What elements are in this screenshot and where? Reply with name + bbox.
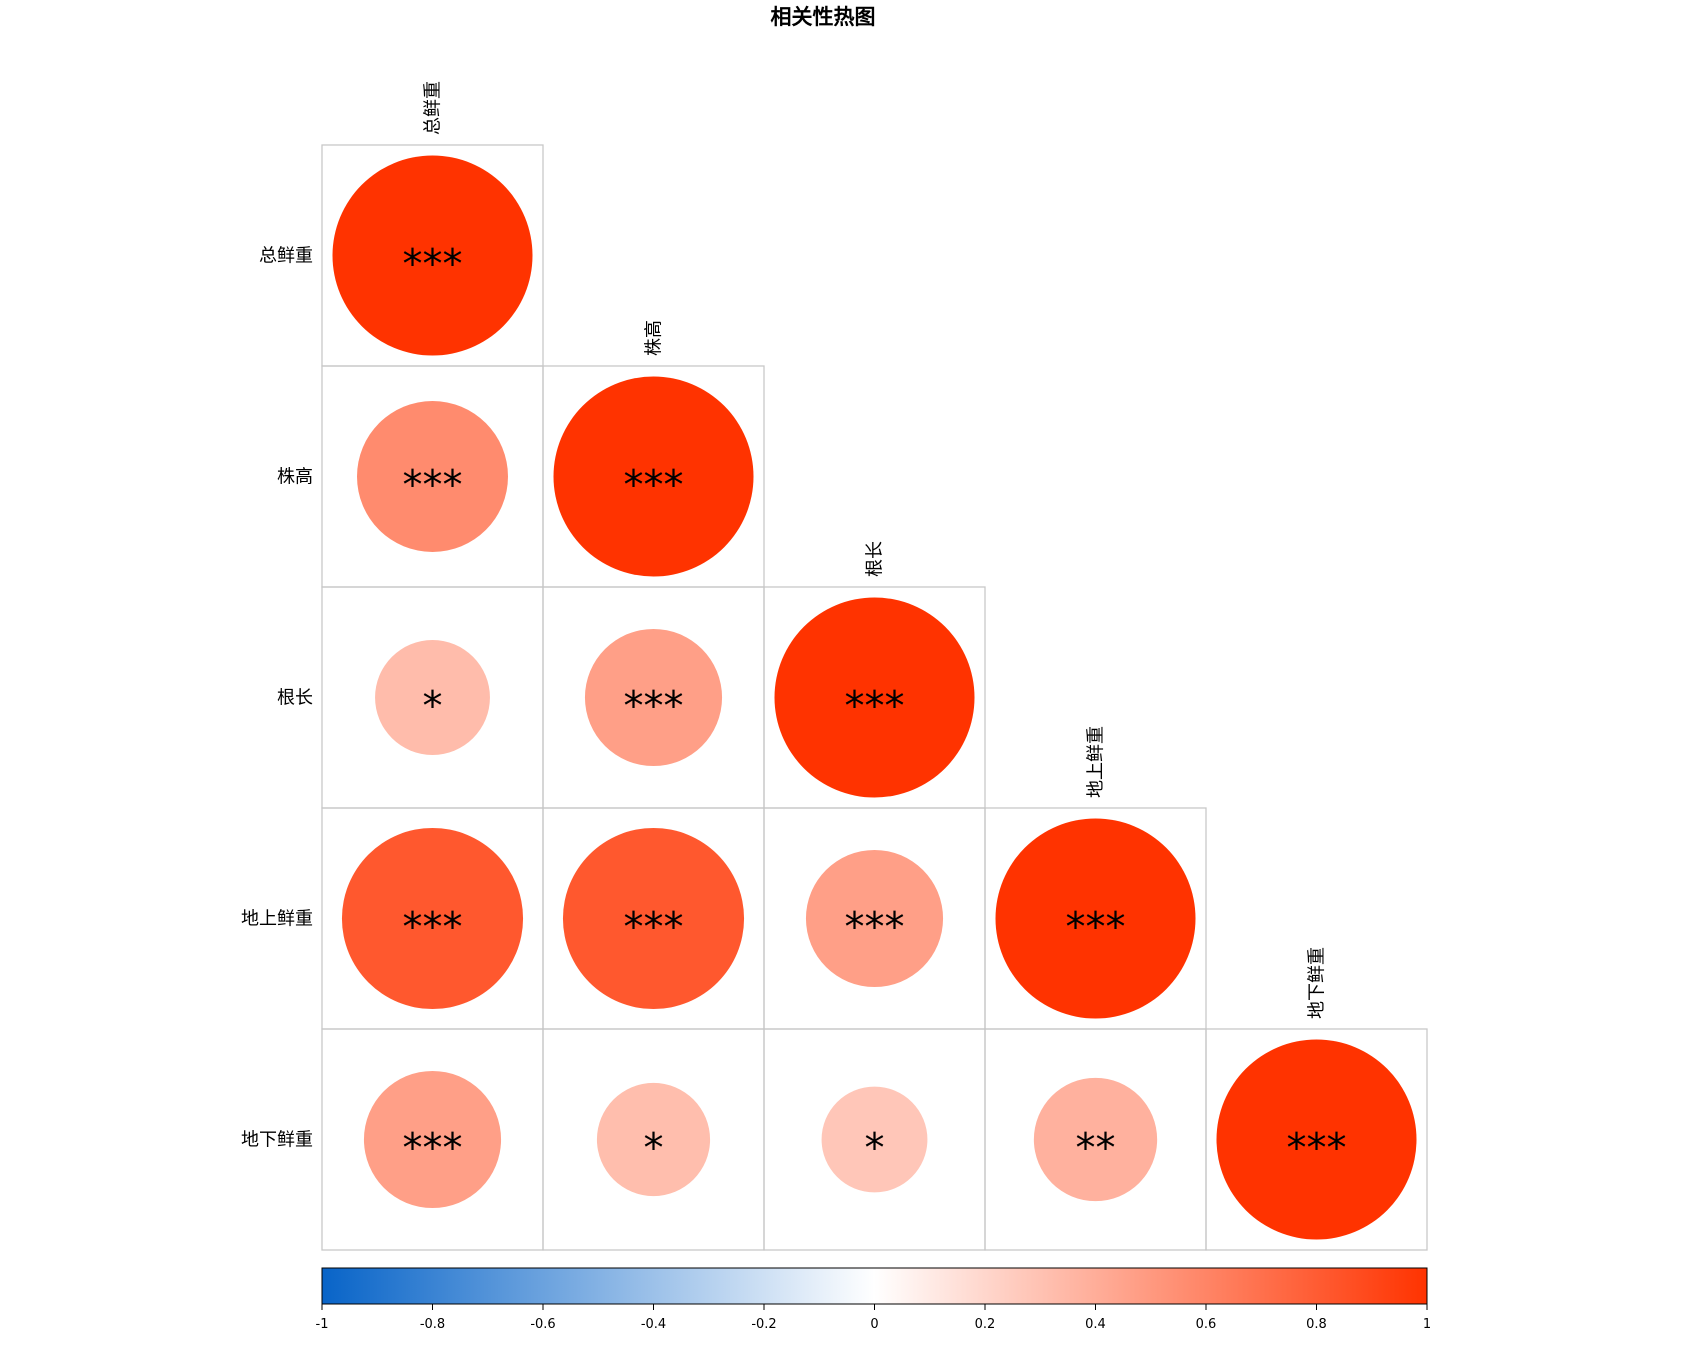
significance-stars: *** [403,463,463,509]
column-label: 总鲜重 [423,81,444,135]
significance-stars: *** [624,463,684,509]
row-label: 地下鲜重 [241,1130,313,1151]
column-label: 地上鲜重 [1086,726,1107,798]
column-label: 根长 [865,541,886,577]
correlation-circle [995,818,1196,1019]
significance-stars: *** [403,1126,463,1172]
significance-stars: * [423,684,443,730]
correlation-circle [562,827,745,1010]
row-label: 株高 [277,467,313,488]
significance-stars: *** [403,905,463,951]
row-label: 根长 [277,688,313,709]
correlation-circle [553,376,754,577]
colorbar-gradient [321,1267,1428,1305]
correlation-circle [357,401,508,552]
correlation-circle [341,827,524,1010]
colorbar-tick-label: -0.2 [751,1317,776,1332]
significance-stars: ** [1076,1126,1116,1172]
chart-title: 相关性热图 [771,5,876,29]
significance-stars: *** [403,242,463,288]
column-label: 株高 [644,320,665,356]
cell-frame [1205,1028,1428,1251]
significance-stars: * [644,1126,664,1172]
correlation-circle [596,1082,711,1197]
significance-stars: *** [624,684,684,730]
column-label: 地下鲜重 [1307,947,1328,1019]
significance-stars: *** [1066,905,1126,951]
significance-stars: *** [845,684,905,730]
correlation-circle [774,597,975,798]
colorbar-tick-label: 0 [870,1317,878,1332]
colorbar-tick-label: 0.4 [1085,1317,1106,1332]
correlation-circle [1216,1039,1417,1240]
correlation-circle [332,155,533,356]
significance-stars: *** [1287,1126,1347,1172]
colorbar-tick-label: 0.2 [975,1317,996,1332]
significance-stars: *** [845,905,905,951]
correlation-circle [1033,1077,1158,1202]
colorbar-tick-label: -0.8 [420,1317,445,1332]
colorbar-tick-label: -1 [316,1317,329,1332]
colorbar-tick-label: -0.4 [641,1317,666,1332]
correlation-circle [363,1070,502,1209]
colorbar-tick-label: 0.8 [1306,1317,1327,1332]
row-label: 地上鲜重 [241,909,313,930]
row-label: 总鲜重 [259,246,313,267]
correlation-circle [821,1086,928,1193]
significance-stars: * [865,1126,885,1172]
correlation-circle [375,640,490,755]
colorbar: -1 -0.8 -0.6 -0.4 -0.2 0 0.2 0.4 0.6 0.8 1 [316,1267,1431,1332]
colorbar-tick-label: 0.6 [1196,1317,1217,1332]
colorbar-tick-label: -0.6 [530,1317,555,1332]
correlation-circle [805,849,944,988]
colorbar-tick-label: 1 [1423,1317,1431,1332]
cells-layer: ****** **** *** ****** *** *** ****** * * ** *** [321,144,1428,1251]
significance-stars: *** [624,905,684,951]
correlation-circle [584,628,723,767]
